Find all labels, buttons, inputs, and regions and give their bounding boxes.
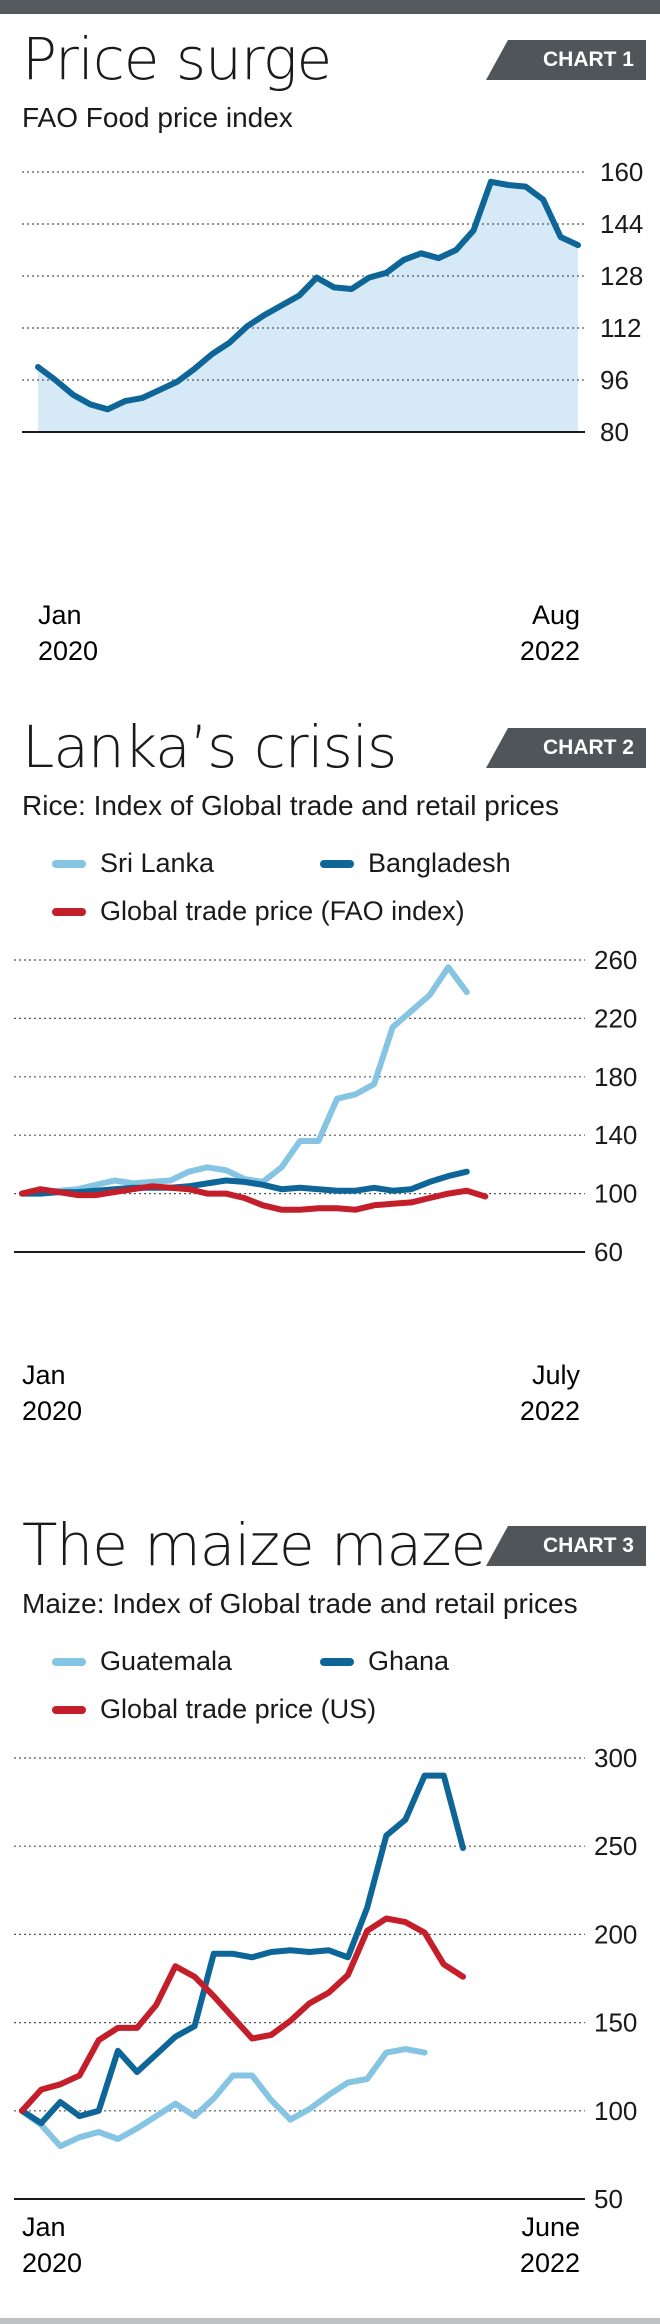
series-line-global-trade-price-us- bbox=[19, 1915, 466, 2114]
y-tick-label: 200 bbox=[594, 1919, 637, 1949]
legend-swatch bbox=[320, 859, 354, 868]
y-tick-label: 96 bbox=[600, 365, 629, 395]
chart-3-x-start-year: 2020 bbox=[22, 2248, 82, 2278]
chart-3-x-axis-labels: Jan 2020 June 2022 bbox=[22, 2212, 580, 2278]
y-tick-label: 80 bbox=[600, 417, 629, 447]
y-tick-label: 220 bbox=[594, 1003, 637, 1033]
series-line-bangladesh bbox=[19, 1168, 470, 1197]
legend-label: Global trade price (US) bbox=[100, 1694, 377, 1724]
chart-2-badge: CHART 2 bbox=[486, 728, 646, 768]
series-line-global-trade-price-fao-index- bbox=[19, 1183, 489, 1213]
chart-2-x-end-year: 2022 bbox=[520, 1396, 580, 1426]
legend-swatch bbox=[52, 1705, 86, 1714]
legend-label: Guatemala bbox=[100, 1646, 233, 1676]
bottom-bar bbox=[0, 2318, 660, 2324]
area-fill bbox=[38, 181, 578, 432]
y-tick-label: 160 bbox=[600, 157, 643, 187]
series-line-sri-lanka bbox=[19, 964, 470, 1197]
y-tick-label: 50 bbox=[594, 2184, 623, 2214]
series-line-ghana bbox=[19, 1772, 466, 2127]
y-tick-label: 300 bbox=[594, 1743, 637, 1773]
legend-swatch bbox=[52, 1657, 86, 1666]
y-tick-label: 140 bbox=[594, 1120, 637, 1150]
chart-1-title: Price surge bbox=[22, 25, 332, 93]
chart-2-section: Lanka’s crisis CHART 2 Rice: Index of Gl… bbox=[0, 718, 660, 1498]
legend-swatch bbox=[52, 907, 86, 916]
y-tick-label: 250 bbox=[594, 1831, 637, 1861]
y-tick-label: 100 bbox=[594, 1179, 637, 1209]
y-tick-label: 128 bbox=[600, 261, 643, 291]
series-line-index bbox=[35, 178, 581, 413]
y-tick-label: 112 bbox=[600, 313, 641, 343]
y-tick-label: 100 bbox=[594, 2096, 637, 2126]
chart-2-x-start-month: Jan bbox=[22, 1360, 66, 1390]
chart-1-badge: CHART 1 bbox=[486, 40, 646, 80]
chart-1-plot: 80 96 112 128 144 160 bbox=[22, 157, 643, 447]
chart-3-x-start-month: Jan bbox=[22, 2212, 66, 2242]
chart-1-x-axis-labels: Jan 2020 Aug 2022 bbox=[38, 600, 580, 666]
y-tick-label: 150 bbox=[594, 2008, 637, 2038]
legend-swatch bbox=[320, 1657, 354, 1666]
chart-3-badge: CHART 3 bbox=[486, 1526, 646, 1566]
series-line-guatemala bbox=[19, 2046, 428, 2150]
y-tick-label: 260 bbox=[594, 945, 637, 975]
chart-2-plot-group: 60 100 140 180 220 260 bbox=[14, 945, 637, 1267]
chart-2-plot: 60 100 140 180 220 260 bbox=[14, 945, 637, 1267]
chart-1-x-end-month: Aug bbox=[532, 600, 580, 630]
chart-2-x-axis-labels: Jan 2020 July 2022 bbox=[22, 1360, 581, 1426]
chart-3-subtitle: Maize: Index of Global trade and retail … bbox=[22, 1588, 578, 1619]
chart-2-x-start-year: 2020 bbox=[22, 1396, 82, 1426]
chart-1-x-start-year: 2020 bbox=[38, 636, 98, 666]
chart-3-legend-guatemala: Guatemala bbox=[52, 1646, 232, 1677]
chart-3-legend-global: Global trade price (US) bbox=[52, 1694, 376, 1725]
chart-1-x-start-month: Jan bbox=[38, 600, 82, 630]
chart-3-section: The maize maze CHART 3 Maize: Index of G… bbox=[0, 1516, 660, 2316]
chart-2-x-end-month: July bbox=[532, 1360, 581, 1390]
legend-label: Global trade price (FAO index) bbox=[100, 896, 465, 926]
legend-label: Sri Lanka bbox=[100, 848, 215, 878]
chart-3-x-end-year: 2022 bbox=[520, 2248, 580, 2278]
chart-1-subtitle: FAO Food price index bbox=[22, 102, 293, 133]
y-tick-label: 144 bbox=[600, 209, 643, 239]
chart-3-x-end-month: June bbox=[521, 2212, 580, 2242]
chart-2-legend-bangladesh: Bangladesh bbox=[320, 848, 511, 879]
chart-1-section: Price surge CHART 1 FAO Food price index… bbox=[0, 30, 660, 690]
chart-2-title: Lanka’s crisis bbox=[22, 713, 397, 781]
legend-label: Ghana bbox=[368, 1646, 450, 1676]
chart-3-plot: 50 100 150 200 250 300 bbox=[14, 1743, 637, 2214]
legend-swatch bbox=[52, 859, 86, 868]
chart-2-legend-sri-lanka: Sri Lanka bbox=[52, 848, 214, 879]
y-tick-label: 180 bbox=[594, 1062, 637, 1092]
chart-2-subtitle: Rice: Index of Global trade and retail p… bbox=[22, 790, 559, 821]
top-bar bbox=[0, 0, 660, 14]
chart-2-legend-global: Global trade price (FAO index) bbox=[52, 896, 465, 927]
y-tick-label: 60 bbox=[594, 1237, 623, 1267]
chart-3-plot-group: 50 100 150 200 250 300 bbox=[14, 1743, 637, 2214]
chart-3-legend-ghana: Ghana bbox=[320, 1646, 449, 1677]
legend-label: Bangladesh bbox=[368, 848, 511, 878]
chart-3-title: The maize maze bbox=[22, 1511, 486, 1579]
chart-1-x-end-year: 2022 bbox=[520, 636, 580, 666]
chart-1-plot-group: 80 96 112 128 144 160 bbox=[22, 157, 643, 447]
